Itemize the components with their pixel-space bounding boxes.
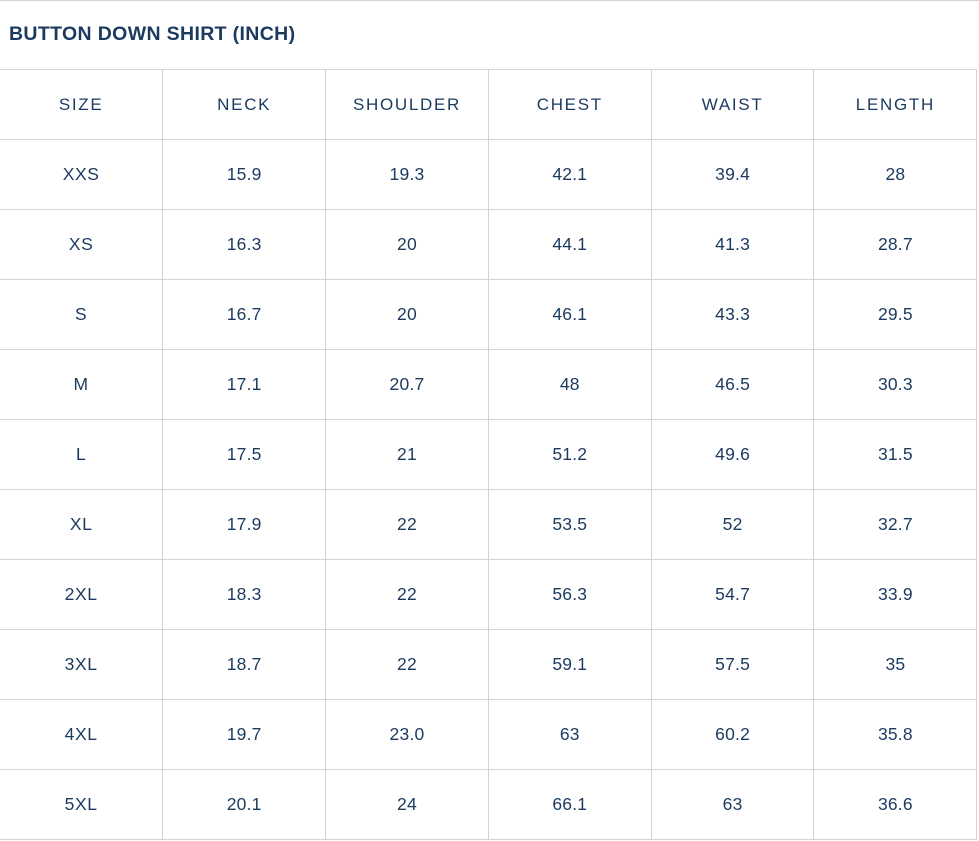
- table-row: S 16.7 20 46.1 43.3 29.5: [0, 279, 978, 350]
- cell-size: S: [0, 279, 164, 350]
- cell-size: 2XL: [0, 559, 164, 630]
- table-row: XS 16.3 20 44.1 41.3 28.7: [0, 209, 978, 280]
- cell-chest: 48: [487, 349, 652, 420]
- cell-chest: 66.1: [487, 769, 652, 840]
- cell-size: XL: [0, 489, 164, 560]
- cell-length: 28: [813, 139, 978, 210]
- cell-shoulder: 20: [325, 279, 489, 350]
- cell-waist: 52: [650, 489, 815, 560]
- cell-shoulder: 22: [325, 489, 489, 560]
- cell-neck: 18.7: [162, 629, 327, 700]
- cell-shoulder: 21: [325, 419, 489, 490]
- cell-size: XS: [0, 209, 164, 280]
- table-row: M 17.1 20.7 48 46.5 30.3: [0, 349, 978, 420]
- cell-waist: 54.7: [650, 559, 815, 630]
- cell-waist: 60.2: [650, 699, 815, 770]
- cell-length: 36.6: [813, 769, 978, 840]
- cell-neck: 17.5: [162, 419, 327, 490]
- cell-waist: 49.6: [650, 419, 815, 490]
- cell-shoulder: 20: [325, 209, 489, 280]
- table-row: 4XL 19.7 23.0 63 60.2 35.8: [0, 699, 978, 770]
- cell-size: 3XL: [0, 629, 164, 700]
- column-header-waist: WAIST: [650, 69, 815, 140]
- cell-shoulder: 24: [325, 769, 489, 840]
- cell-shoulder: 20.7: [325, 349, 489, 420]
- cell-shoulder: 22: [325, 559, 489, 630]
- cell-length: 33.9: [813, 559, 978, 630]
- column-header-size: SIZE: [0, 69, 164, 140]
- cell-length: 30.3: [813, 349, 978, 420]
- table-body: XXS 15.9 19.3 42.1 39.4 28 XS 16.3 20 44…: [0, 139, 978, 840]
- cell-shoulder: 19.3: [325, 139, 489, 210]
- cell-waist: 46.5: [650, 349, 815, 420]
- cell-neck: 19.7: [162, 699, 327, 770]
- cell-waist: 43.3: [650, 279, 815, 350]
- cell-neck: 17.1: [162, 349, 327, 420]
- cell-neck: 16.3: [162, 209, 327, 280]
- table-row: 3XL 18.7 22 59.1 57.5 35: [0, 629, 978, 700]
- cell-size: 5XL: [0, 769, 164, 840]
- cell-waist: 41.3: [650, 209, 815, 280]
- cell-chest: 44.1: [487, 209, 652, 280]
- cell-length: 35: [813, 629, 978, 700]
- table-row: L 17.5 21 51.2 49.6 31.5: [0, 419, 978, 490]
- page-title: BUTTON DOWN SHIRT (INCH): [9, 23, 296, 46]
- cell-waist: 39.4: [650, 139, 815, 210]
- chart-title-bar: BUTTON DOWN SHIRT (INCH): [0, 0, 979, 69]
- cell-chest: 59.1: [487, 629, 652, 700]
- cell-neck: 16.7: [162, 279, 327, 350]
- cell-waist: 57.5: [650, 629, 815, 700]
- cell-chest: 56.3: [487, 559, 652, 630]
- cell-chest: 42.1: [487, 139, 652, 210]
- cell-chest: 63: [487, 699, 652, 770]
- cell-length: 32.7: [813, 489, 978, 560]
- cell-length: 35.8: [813, 699, 978, 770]
- cell-waist: 63: [650, 769, 815, 840]
- cell-neck: 20.1: [162, 769, 327, 840]
- cell-length: 28.7: [813, 209, 978, 280]
- cell-shoulder: 22: [325, 629, 489, 700]
- cell-length: 31.5: [813, 419, 978, 490]
- table-header-row: SIZE NECK SHOULDER CHEST WAIST LENGTH: [0, 69, 978, 140]
- column-header-chest: CHEST: [487, 69, 652, 140]
- cell-size: L: [0, 419, 164, 490]
- cell-chest: 46.1: [487, 279, 652, 350]
- cell-chest: 51.2: [487, 419, 652, 490]
- cell-neck: 15.9: [162, 139, 327, 210]
- cell-chest: 53.5: [487, 489, 652, 560]
- size-chart-table: SIZE NECK SHOULDER CHEST WAIST LENGTH XX…: [0, 69, 978, 840]
- cell-shoulder: 23.0: [325, 699, 489, 770]
- column-header-shoulder: SHOULDER: [325, 69, 489, 140]
- cell-size: 4XL: [0, 699, 164, 770]
- cell-length: 29.5: [813, 279, 978, 350]
- cell-size: M: [0, 349, 164, 420]
- cell-neck: 18.3: [162, 559, 327, 630]
- cell-size: XXS: [0, 139, 164, 210]
- table-row: 2XL 18.3 22 56.3 54.7 33.9: [0, 559, 978, 630]
- column-header-length: LENGTH: [813, 69, 978, 140]
- table-row: XL 17.9 22 53.5 52 32.7: [0, 489, 978, 560]
- table-row: XXS 15.9 19.3 42.1 39.4 28: [0, 139, 978, 210]
- column-header-neck: NECK: [162, 69, 327, 140]
- cell-neck: 17.9: [162, 489, 327, 560]
- table-row: 5XL 20.1 24 66.1 63 36.6: [0, 769, 978, 840]
